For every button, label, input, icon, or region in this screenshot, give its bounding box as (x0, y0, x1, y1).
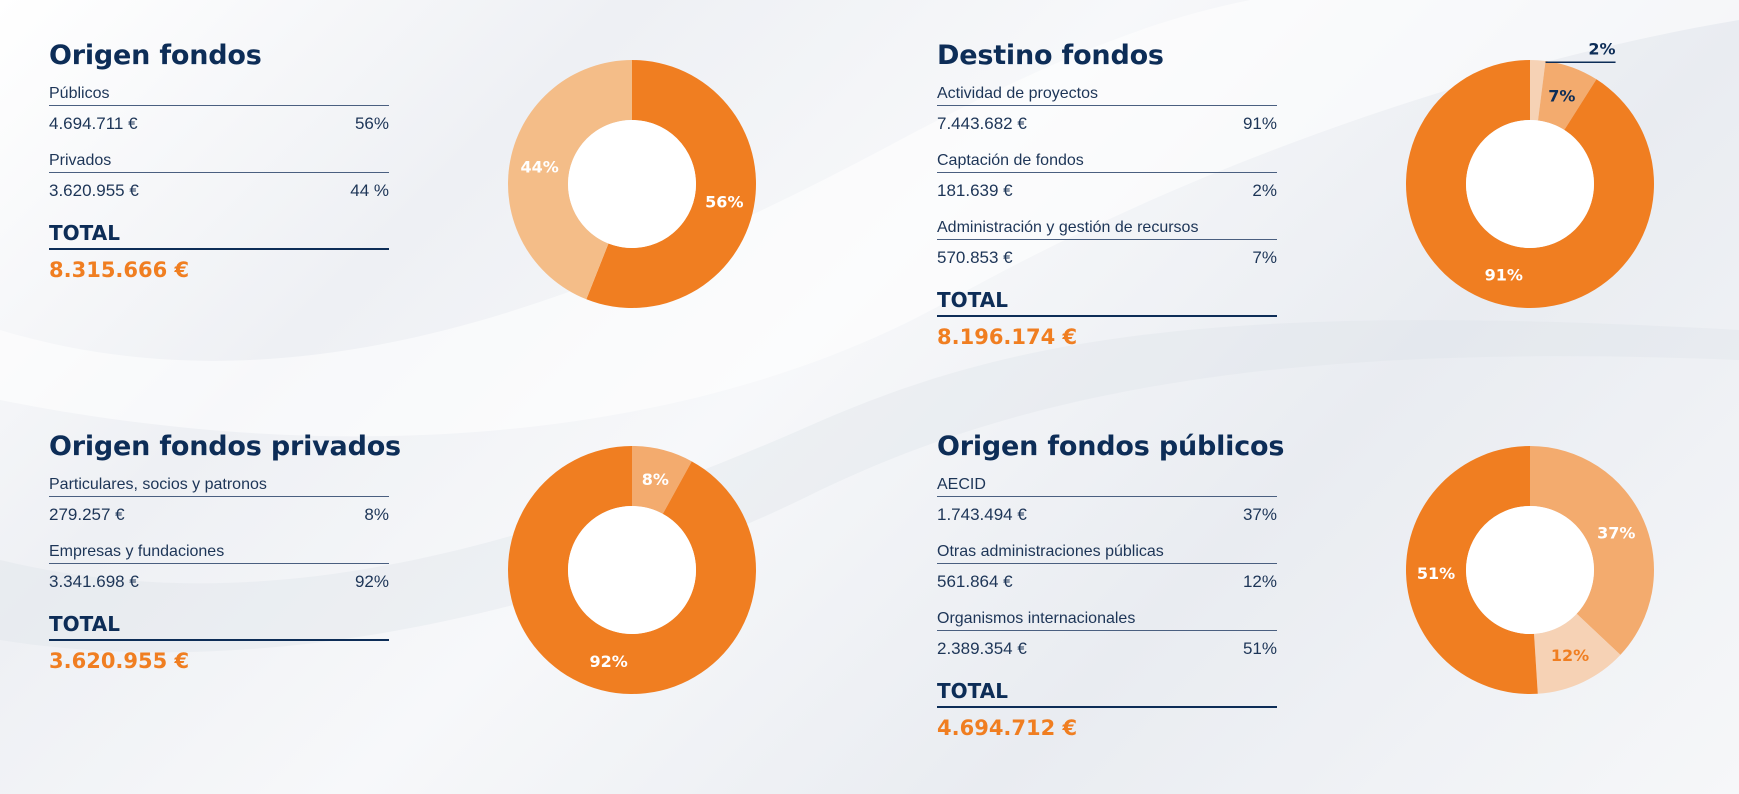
row-label: Privados (49, 152, 389, 173)
donut-chart-origen-fondos-publicos: 37% 12% 51% (1405, 446, 1654, 694)
row-percent: 12% (1242, 572, 1277, 591)
data-rows: Públicos 4.694.711 € 56% Privados 3.620.… (49, 85, 389, 201)
row-amount: 3.341.698 € (49, 572, 139, 591)
row-percent: 92% (354, 572, 389, 591)
total-value: 3.620.955 € (49, 649, 190, 673)
total-label: TOTAL (49, 221, 389, 250)
donut-slice (1405, 446, 1538, 694)
list-item: Empresas y fundaciones 3.341.698 € 92% (49, 543, 389, 592)
donut-chart-origen-fondos: 56% 44% (508, 60, 756, 308)
row-label: Organismos internacionales (937, 610, 1277, 631)
row-percent: 91% (1242, 114, 1277, 133)
donut-slice (632, 446, 692, 514)
slice-label: 12% (1551, 646, 1589, 665)
row-label: Particulares, socios y patronos (49, 476, 389, 497)
list-item: Otras administraciones públicas 561.864 … (937, 543, 1277, 592)
donut-slice (1534, 613, 1621, 694)
total-value: 8.315.666 € (49, 258, 190, 282)
row-label: AECID (937, 476, 1277, 497)
total-label: TOTAL (937, 679, 1277, 708)
slice-label: 51% (1417, 564, 1455, 583)
donut-slice (1530, 60, 1546, 121)
row-label: Administración y gestión de recursos (937, 219, 1277, 240)
list-item: Particulares, socios y patronos 279.257 … (49, 476, 389, 525)
row-amount: 1.743.494 € (937, 505, 1027, 524)
slice-label: 56% (705, 193, 743, 212)
row-label: Públicos (49, 85, 389, 106)
panel-origen-fondos-privados: Origen fondos privados Particulares, soc… (49, 431, 401, 673)
list-item: Públicos 4.694.711 € 56% (49, 85, 389, 134)
row-amount: 570.853 € (937, 248, 1013, 267)
list-item: Organismos internacionales 2.389.354 € 5… (937, 610, 1277, 659)
row-amount: 2.389.354 € (937, 639, 1027, 658)
panel-title: Origen fondos públicos (937, 431, 1285, 462)
donut-slice (508, 60, 632, 300)
panel-origen-fondos-publicos: Origen fondos públicos AECID 1.743.494 €… (937, 431, 1285, 740)
row-percent: 2% (1252, 181, 1277, 200)
list-item: Administración y gestión de recursos 570… (937, 219, 1277, 268)
row-amount: 4.694.711 € (49, 114, 138, 133)
slice-label: 2% (1588, 39, 1615, 58)
row-percent: 37% (1242, 505, 1277, 524)
row-amount: 279.257 € (49, 505, 125, 524)
row-percent: 44 % (350, 181, 389, 200)
row-label: Actividad de proyectos (937, 85, 1277, 106)
panel-origen-fondos: Origen fondos Públicos 4.694.711 € 56% P… (49, 40, 389, 282)
row-amount: 561.864 € (937, 572, 1013, 591)
slice-label: 92% (589, 652, 627, 671)
row-label: Empresas y fundaciones (49, 543, 389, 564)
list-item: Privados 3.620.955 € 44 % (49, 152, 389, 201)
slice-label: 37% (1597, 524, 1635, 543)
slice-label: 44% (521, 157, 559, 176)
row-percent: 51% (1242, 639, 1277, 658)
donut-slice (1406, 60, 1654, 308)
total-value: 8.196.174 € (937, 325, 1078, 349)
donut-slice (508, 446, 756, 694)
donut-hole (568, 120, 696, 248)
slice-label: 7% (1548, 87, 1575, 106)
donut-chart-origen-fondos-privados: 8% 92% (508, 446, 756, 694)
row-label: Captación de fondos (937, 152, 1277, 173)
row-amount: 3.620.955 € (49, 181, 139, 200)
donut-hole (568, 506, 696, 634)
donut-chart-destino-fondos: 2% 7% 91% (1406, 39, 1654, 308)
donut-hole (1466, 120, 1594, 248)
data-rows: AECID 1.743.494 € 37% Otras administraci… (937, 476, 1277, 659)
row-label: Otras administraciones públicas (937, 543, 1277, 564)
donut-slice (1538, 60, 1597, 130)
total-label: TOTAL (49, 612, 389, 641)
list-item: AECID 1.743.494 € 37% (937, 476, 1277, 525)
slice-label: 91% (1485, 265, 1523, 284)
data-rows: Actividad de proyectos 7.443.682 € 91% C… (937, 85, 1277, 268)
total-value: 4.694.712 € (937, 716, 1078, 740)
row-amount: 7.443.682 € (937, 114, 1027, 133)
donut-slice (586, 60, 756, 308)
list-item: Captación de fondos 181.639 € 2% (937, 152, 1277, 201)
row-amount: 181.639 € (937, 181, 1013, 200)
slice-label: 8% (642, 470, 669, 489)
row-percent: 8% (364, 505, 389, 524)
donut-hole (1466, 506, 1594, 634)
panel-title: Origen fondos (49, 40, 262, 71)
panel-title: Origen fondos privados (49, 431, 401, 462)
row-percent: 56% (354, 114, 389, 133)
row-percent: 7% (1252, 248, 1277, 267)
donut-slice (1530, 446, 1654, 655)
panel-title: Destino fondos (937, 40, 1164, 71)
data-rows: Particulares, socios y patronos 279.257 … (49, 476, 389, 592)
list-item: Actividad de proyectos 7.443.682 € 91% (937, 85, 1277, 134)
panel-destino-fondos: Destino fondos Actividad de proyectos 7.… (937, 40, 1277, 349)
total-label: TOTAL (937, 288, 1277, 317)
